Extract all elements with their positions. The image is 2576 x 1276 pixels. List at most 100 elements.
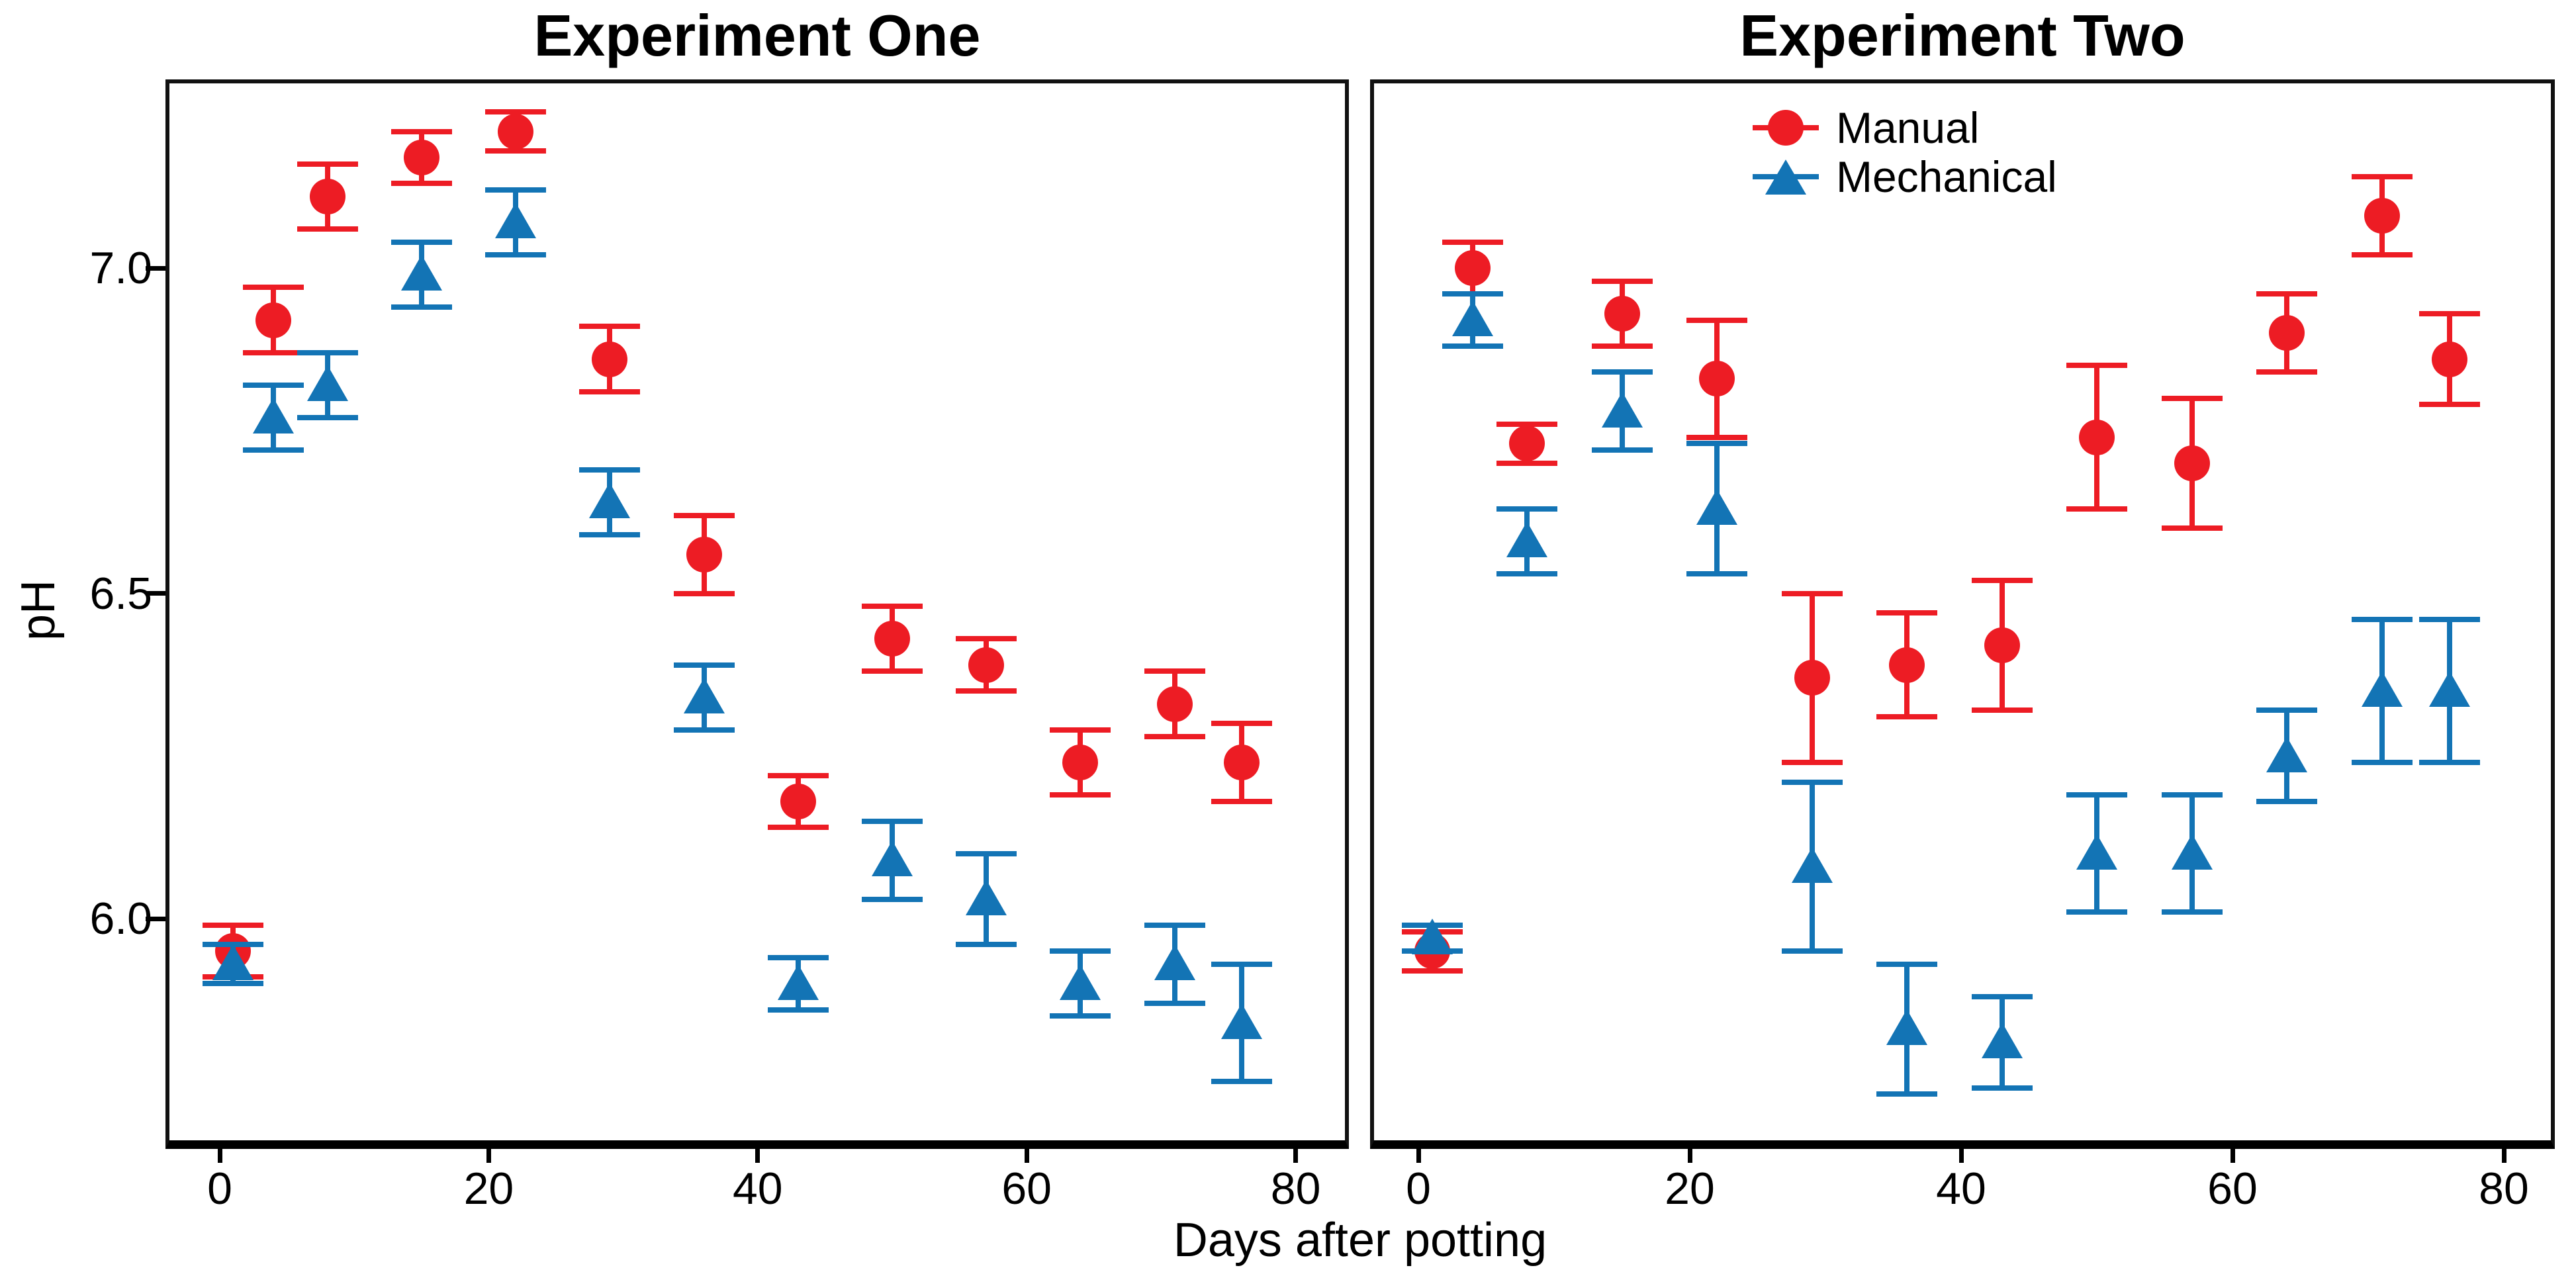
manual-error-bar-cap	[2161, 395, 2223, 401]
manual-marker-circle-icon	[1062, 745, 1099, 781]
x-tick-label: 60	[1001, 1163, 1052, 1214]
mechanical-error-bar-cap	[862, 818, 923, 824]
mechanical-error-bar-cap	[1781, 948, 1843, 954]
mechanical-error-bar-cap	[1686, 441, 1747, 447]
mechanical-error-bar-cap	[1211, 961, 1273, 967]
mechanical-error-bar-cap	[485, 252, 547, 258]
mechanical-marker-triangle-icon	[777, 964, 819, 1000]
manual-error-bar-cap	[1144, 733, 1205, 739]
mechanical-error-bar-cap	[2419, 760, 2480, 766]
mechanical-marker-triangle-icon	[495, 203, 537, 239]
manual-marker-circle-icon	[968, 647, 1005, 683]
y-tick-mark	[146, 591, 165, 596]
manual-marker-circle-icon	[874, 621, 910, 657]
x-tick-label: 0	[1406, 1163, 1431, 1214]
mechanical-marker-triangle-icon	[306, 365, 348, 402]
legend-label-manual: Manual	[1836, 103, 1980, 152]
manual-marker-circle-icon	[1604, 295, 1640, 332]
x-tick-mark	[217, 1140, 222, 1163]
manual-marker-circle-icon	[255, 302, 292, 338]
x-tick-mark	[1293, 1140, 1299, 1163]
mechanical-marker-triangle-icon	[1791, 846, 1833, 883]
manual-marker-circle-icon	[1889, 647, 1925, 683]
mechanical-marker-triangle-icon	[1696, 489, 1737, 525]
mechanical-marker-triangle-icon	[1452, 300, 1493, 336]
manual-error-bar-cap	[1971, 707, 2033, 713]
mechanical-error-bar-cap	[1144, 922, 1205, 928]
manual-error-bar-cap	[485, 109, 547, 115]
y-tick-label: 7.0	[89, 243, 152, 293]
mechanical-marker-triangle-icon	[1411, 918, 1453, 954]
mechanical-marker-triangle-icon	[872, 840, 913, 876]
manual-error-bar-cap	[862, 668, 923, 674]
manual-error-bar-cap	[1591, 343, 1653, 349]
x-tick-label: 40	[1936, 1163, 1986, 1214]
manual-marker-circle-icon	[1509, 426, 1545, 462]
manual-marker-circle-icon	[1156, 686, 1193, 722]
manual-marker-circle-icon	[2174, 445, 2210, 481]
x-tick-label: 20	[463, 1163, 514, 1214]
mechanical-marker-triangle-icon	[253, 398, 295, 434]
mechanical-legend-key-icon	[1749, 154, 1823, 200]
manual-error-bar-cap	[673, 590, 735, 596]
legend-row-mechanical: Mechanical	[1749, 154, 2057, 200]
manual-error-bar-cap	[1442, 239, 1503, 245]
manual-error-bar-cap	[2066, 363, 2127, 369]
mechanical-error-bar-cap	[2419, 616, 2480, 622]
legend-row-manual: Manual	[1749, 105, 2057, 151]
legend-label-mechanical: Mechanical	[1836, 152, 2057, 201]
x-tick-mark	[1416, 1140, 1421, 1163]
mechanical-marker-triangle-icon	[2361, 671, 2403, 707]
manual-error-bar-cap	[391, 128, 452, 134]
manual-error-bar-cap	[391, 181, 452, 187]
mechanical-error-bar-cap	[579, 532, 641, 538]
mechanical-error-bar-cap	[1144, 1000, 1205, 1006]
mechanical-marker-triangle-icon	[1506, 522, 1547, 558]
mechanical-marker-triangle-icon	[2076, 834, 2117, 870]
mechanical-marker-triangle-icon	[1060, 964, 1101, 1000]
mechanical-marker-triangle-icon	[1886, 1009, 1927, 1046]
manual-error-bar-cap	[1971, 577, 2033, 583]
mechanical-error-bar-cap	[956, 850, 1017, 856]
manual-error-bar-cap	[2161, 525, 2223, 531]
x-tick-label: 40	[732, 1163, 783, 1214]
manual-marker-circle-icon	[2432, 341, 2467, 377]
x-tick-mark	[2501, 1140, 2507, 1163]
y-tick-mark	[146, 265, 165, 271]
manual-error-bar-cap	[485, 148, 547, 154]
legend: Manual Mechanical	[1749, 105, 2057, 200]
manual-error-bar-cap	[956, 688, 1017, 694]
manual-error-bar-cap	[297, 226, 358, 232]
x-tick-label: 20	[1665, 1163, 1715, 1214]
mechanical-error-bar-cap	[673, 727, 735, 733]
mechanical-error-bar-cap	[1591, 447, 1653, 453]
mechanical-error-bar-cap	[2161, 792, 2223, 798]
mechanical-marker-triangle-icon	[1221, 1003, 1263, 1039]
manual-error-bar-cap	[1144, 668, 1205, 674]
manual-error-bar-cap	[579, 324, 641, 330]
manual-marker-circle-icon	[498, 113, 534, 150]
manual-error-bar-cap	[767, 825, 829, 831]
manual-error-bar-cap	[2351, 252, 2413, 258]
mechanical-error-bar-cap	[297, 349, 358, 355]
manual-error-bar-cap	[1686, 434, 1747, 440]
mechanical-error-bar-cap	[1496, 571, 1557, 576]
manual-error-bar-cap	[1876, 610, 1937, 615]
facet-title-experiment-one: Experiment One	[533, 3, 981, 68]
manual-marker-circle-icon	[309, 178, 345, 214]
mechanical-error-bar-cap	[1876, 961, 1937, 967]
x-tick-mark	[1024, 1140, 1029, 1163]
x-axis-label: Days after potting	[1173, 1214, 1547, 1267]
mechanical-error-bar-cap	[243, 382, 304, 388]
mechanical-marker-triangle-icon	[966, 879, 1007, 915]
mechanical-error-bar-cap	[2256, 707, 2317, 713]
mechanical-marker-triangle-icon	[1601, 391, 1643, 428]
mechanical-marker-triangle-icon	[2171, 834, 2213, 870]
mechanical-error-bar-cap	[1050, 948, 1111, 954]
mechanical-error-bar-cap	[243, 447, 304, 453]
manual-error-bar-cap	[243, 285, 304, 291]
manual-error-bar-cap	[1496, 460, 1557, 466]
manual-marker-circle-icon	[1794, 660, 1830, 696]
mechanical-error-bar-cap	[2066, 792, 2127, 798]
